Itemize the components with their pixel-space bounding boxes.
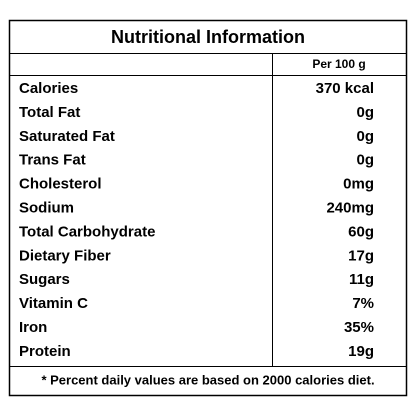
nutrient-amount: 0g — [356, 128, 374, 145]
nutrient-name: Calories — [19, 80, 78, 97]
nutrient-amount: 7% — [352, 295, 374, 312]
nutrient-name: Sugars — [19, 271, 70, 288]
footnote: * Percent daily values are based on 2000… — [41, 372, 374, 387]
title: Nutritional Information — [111, 27, 305, 47]
nutrient-name: Protein — [19, 343, 71, 360]
nutrient-name: Total Fat — [19, 104, 80, 121]
nutrient-name: Dietary Fiber — [19, 247, 111, 264]
nutrient-name: Cholesterol — [19, 176, 102, 193]
nutrient-amount: 60g — [348, 223, 374, 240]
nutrient-amount: 370 kcal — [316, 80, 374, 97]
column-header: Per 100 g — [312, 57, 365, 71]
nutrient-amount: 35% — [344, 319, 374, 336]
nutrient-amount: 19g — [348, 343, 374, 360]
nutrient-name: Iron — [19, 319, 47, 336]
outer-border — [8, 19, 408, 397]
nutrient-amount: 240mg — [326, 199, 374, 216]
nutrient-name: Sodium — [19, 199, 74, 216]
nutrient-amount: 17g — [348, 247, 374, 264]
nutrient-name: Trans Fat — [19, 152, 86, 169]
nutrient-amount: 0g — [356, 152, 374, 169]
nutrient-name: Saturated Fat — [19, 128, 115, 145]
nutrient-amount: 0mg — [343, 176, 374, 193]
nutrient-name: Total Carbohydrate — [19, 223, 155, 240]
nutrient-amount: 0g — [356, 104, 374, 121]
nutrient-name: Vitamin C — [19, 295, 88, 312]
nutrient-amount: 11g — [349, 271, 374, 288]
